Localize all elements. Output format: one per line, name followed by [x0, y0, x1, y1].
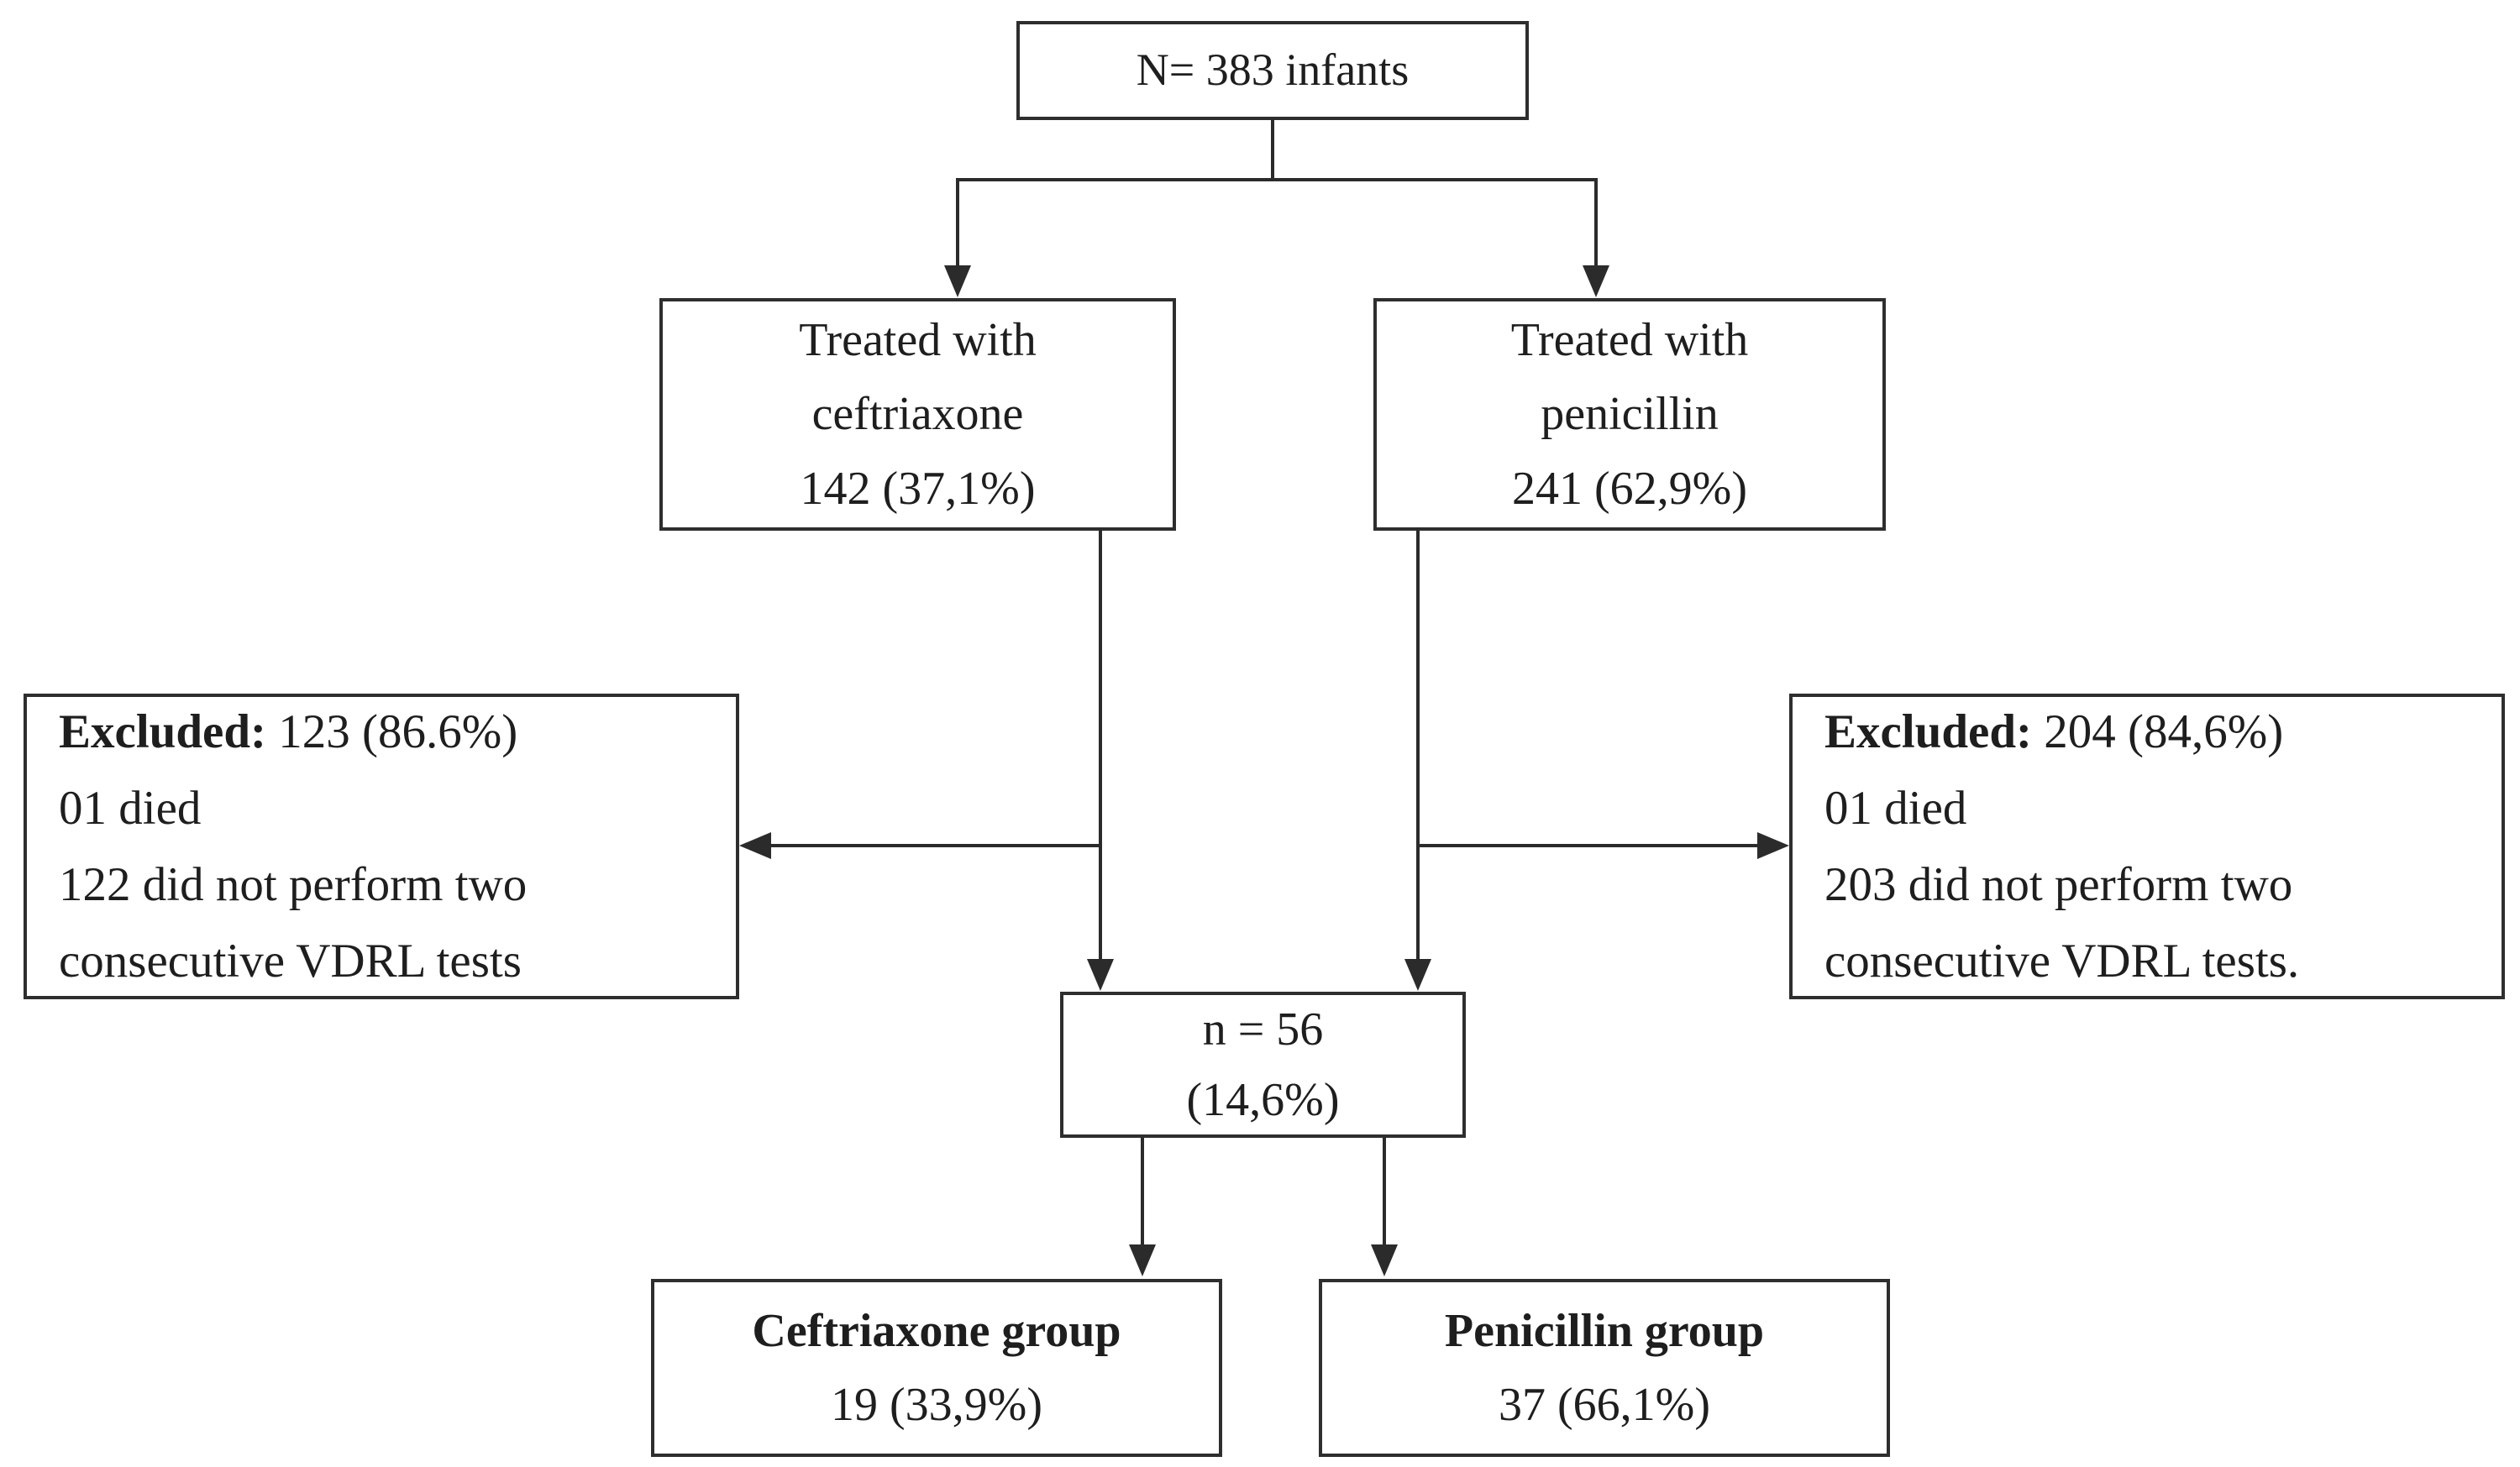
connector-ceftriaxone-to-analyzed: [1099, 527, 1102, 961]
excluded-penicillin-died: 01 died: [1824, 781, 1967, 835]
treated-penicillin-line2: penicillin: [1541, 388, 1719, 441]
arrowhead-into-ceftriaxone-arm-icon: [944, 265, 971, 297]
excluded-penicillin-label: Excluded:: [1824, 705, 2033, 758]
excluded-ceftriaxone-reason2: consecutive VDRL tests: [59, 935, 522, 988]
ceftriaxone-group-title: Ceftriaxone group: [752, 1304, 1121, 1357]
excluded-penicillin-reason1: 203 did not perform two: [1824, 858, 2293, 911]
analyzed-count: n = 56: [1202, 1003, 1324, 1056]
connector-to-penicillin-arm: [1594, 180, 1598, 267]
excluded-penicillin-box: Excluded: 204 (84,6%) 01 died 203 did no…: [1789, 694, 2505, 999]
excluded-ceftriaxone-box: Excluded: 123 (86.6%) 01 died 122 did no…: [24, 694, 739, 999]
arrowhead-into-penicillin-group-icon: [1371, 1244, 1398, 1276]
total-infants-box: N= 383 infants: [1016, 21, 1529, 120]
arrowhead-ceftriaxone-into-analyzed-icon: [1087, 959, 1114, 991]
excluded-penicillin-headline: Excluded: 204 (84,6%): [1824, 694, 2283, 770]
excluded-penicillin-reason2: consecutive VDRL tests.: [1824, 935, 2300, 988]
penicillin-group-title: Penicillin group: [1444, 1304, 1765, 1357]
excluded-ceftriaxone-count: 123 (86.6%): [278, 705, 518, 758]
ceftriaxone-group-box: Ceftriaxone group 19 (33,9%): [651, 1279, 1222, 1457]
connector-split-bar: [956, 178, 1598, 181]
excluded-ceftriaxone-died: 01 died: [59, 781, 202, 835]
total-infants-text: N= 383 infants: [1136, 45, 1410, 96]
connector-to-excluded-right: [1418, 844, 1757, 847]
excluded-ceftriaxone-label: Excluded:: [59, 705, 267, 758]
analyzed-percent: (14,6%): [1186, 1074, 1340, 1126]
treated-ceftriaxone-line2: ceftriaxone: [811, 388, 1024, 441]
treated-ceftriaxone-count: 142 (37,1%): [800, 462, 1036, 515]
connector-analyzed-to-penicillin-group: [1383, 1137, 1386, 1246]
arrowhead-into-ceftriaxone-group-icon: [1129, 1244, 1156, 1276]
connector-penicillin-to-analyzed: [1416, 527, 1420, 961]
analyzed-total-box: n = 56 (14,6%): [1060, 992, 1466, 1138]
ceftriaxone-group-count: 19 (33,9%): [831, 1379, 1042, 1431]
connector-total-stem: [1271, 118, 1274, 181]
arrowhead-into-excluded-right-icon: [1757, 832, 1789, 859]
excluded-ceftriaxone-reason1: 122 did not perform two: [59, 858, 528, 911]
excluded-penicillin-count: 204 (84,6%): [2044, 705, 2284, 758]
treated-penicillin-line1: Treated with: [1510, 313, 1749, 366]
treated-penicillin-box: Treated with penicillin 241 (62,9%): [1373, 298, 1886, 531]
treated-penicillin-count: 241 (62,9%): [1512, 462, 1747, 515]
excluded-ceftriaxone-headline: Excluded: 123 (86.6%): [59, 694, 517, 770]
connector-to-ceftriaxone-arm: [956, 180, 959, 267]
penicillin-group-count: 37 (66,1%): [1499, 1379, 1710, 1431]
connector-analyzed-to-ceftriaxone-group: [1141, 1137, 1144, 1246]
connector-to-excluded-left: [768, 844, 1102, 847]
arrowhead-into-excluded-left-icon: [739, 832, 771, 859]
treated-ceftriaxone-box: Treated with ceftriaxone 142 (37,1%): [659, 298, 1176, 531]
treated-ceftriaxone-line1: Treated with: [799, 313, 1037, 366]
arrowhead-penicillin-into-analyzed-icon: [1404, 959, 1431, 991]
arrowhead-into-penicillin-arm-icon: [1583, 265, 1609, 297]
penicillin-group-box: Penicillin group 37 (66,1%): [1319, 1279, 1890, 1457]
